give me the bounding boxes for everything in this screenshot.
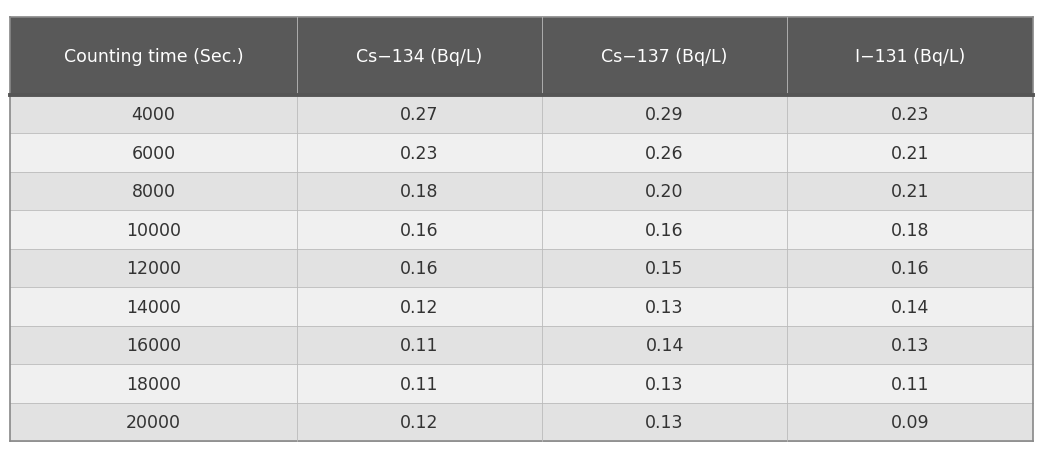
Text: 16000: 16000 xyxy=(126,336,181,354)
Bar xyxy=(787,96,1033,134)
Bar xyxy=(542,96,787,134)
Text: 0.11: 0.11 xyxy=(891,375,929,393)
Text: 8000: 8000 xyxy=(131,182,175,201)
Bar xyxy=(10,288,296,326)
Text: 0.18: 0.18 xyxy=(401,182,438,201)
Bar xyxy=(296,326,542,364)
Bar xyxy=(296,172,542,211)
Text: 0.23: 0.23 xyxy=(401,144,438,162)
Text: 0.14: 0.14 xyxy=(646,336,684,354)
Bar xyxy=(542,211,787,249)
Text: 0.11: 0.11 xyxy=(401,375,438,393)
Text: 0.21: 0.21 xyxy=(891,144,929,162)
Text: 0.27: 0.27 xyxy=(401,106,438,124)
Bar xyxy=(10,403,296,441)
Bar xyxy=(296,288,542,326)
Text: 18000: 18000 xyxy=(126,375,181,393)
Text: 0.21: 0.21 xyxy=(891,182,929,201)
Bar xyxy=(296,249,542,288)
Text: 0.14: 0.14 xyxy=(891,298,929,316)
Bar xyxy=(542,134,787,172)
Text: 0.13: 0.13 xyxy=(891,336,929,354)
Text: 0.09: 0.09 xyxy=(891,413,929,431)
Bar xyxy=(10,96,296,134)
Text: I−131 (Bq/L): I−131 (Bq/L) xyxy=(855,48,965,66)
Text: 0.11: 0.11 xyxy=(401,336,438,354)
Bar xyxy=(787,134,1033,172)
Bar xyxy=(296,364,542,403)
Bar xyxy=(542,403,787,441)
Text: 0.12: 0.12 xyxy=(401,298,438,316)
Text: 0.26: 0.26 xyxy=(646,144,684,162)
Bar xyxy=(542,326,787,364)
Bar xyxy=(542,288,787,326)
Text: 4000: 4000 xyxy=(131,106,175,124)
Bar xyxy=(10,326,296,364)
Bar xyxy=(10,249,296,288)
Bar xyxy=(10,172,296,211)
Bar xyxy=(787,326,1033,364)
Text: 0.16: 0.16 xyxy=(399,259,439,278)
Text: 14000: 14000 xyxy=(126,298,181,316)
Text: 0.16: 0.16 xyxy=(646,221,684,239)
Text: 0.20: 0.20 xyxy=(646,182,684,201)
Text: Counting time (Sec.): Counting time (Sec.) xyxy=(64,48,243,66)
Bar xyxy=(296,18,542,96)
Bar xyxy=(787,364,1033,403)
Bar xyxy=(296,211,542,249)
Text: 0.16: 0.16 xyxy=(891,259,929,278)
Bar xyxy=(787,211,1033,249)
Bar xyxy=(787,288,1033,326)
Text: 10000: 10000 xyxy=(126,221,181,239)
Text: Cs−137 (Bq/L): Cs−137 (Bq/L) xyxy=(602,48,728,66)
Bar xyxy=(542,172,787,211)
Bar xyxy=(10,18,296,96)
Bar xyxy=(542,18,787,96)
Text: 0.13: 0.13 xyxy=(646,375,684,393)
Text: 12000: 12000 xyxy=(126,259,181,278)
Text: 0.16: 0.16 xyxy=(399,221,439,239)
Bar xyxy=(787,403,1033,441)
Text: 20000: 20000 xyxy=(126,413,181,431)
Text: Cs−134 (Bq/L): Cs−134 (Bq/L) xyxy=(356,48,483,66)
Text: 0.12: 0.12 xyxy=(401,413,438,431)
Text: 0.29: 0.29 xyxy=(646,106,684,124)
Bar xyxy=(787,18,1033,96)
Text: 0.13: 0.13 xyxy=(646,413,684,431)
Bar xyxy=(10,134,296,172)
Bar xyxy=(10,364,296,403)
Bar xyxy=(10,211,296,249)
Text: 0.18: 0.18 xyxy=(891,221,929,239)
Text: 0.23: 0.23 xyxy=(891,106,929,124)
Bar xyxy=(296,403,542,441)
Bar xyxy=(296,134,542,172)
Text: 6000: 6000 xyxy=(131,144,175,162)
Text: 0.13: 0.13 xyxy=(646,298,684,316)
Bar xyxy=(787,172,1033,211)
Bar xyxy=(296,96,542,134)
Bar xyxy=(787,249,1033,288)
Text: 0.15: 0.15 xyxy=(646,259,684,278)
Bar xyxy=(542,364,787,403)
Bar xyxy=(542,249,787,288)
